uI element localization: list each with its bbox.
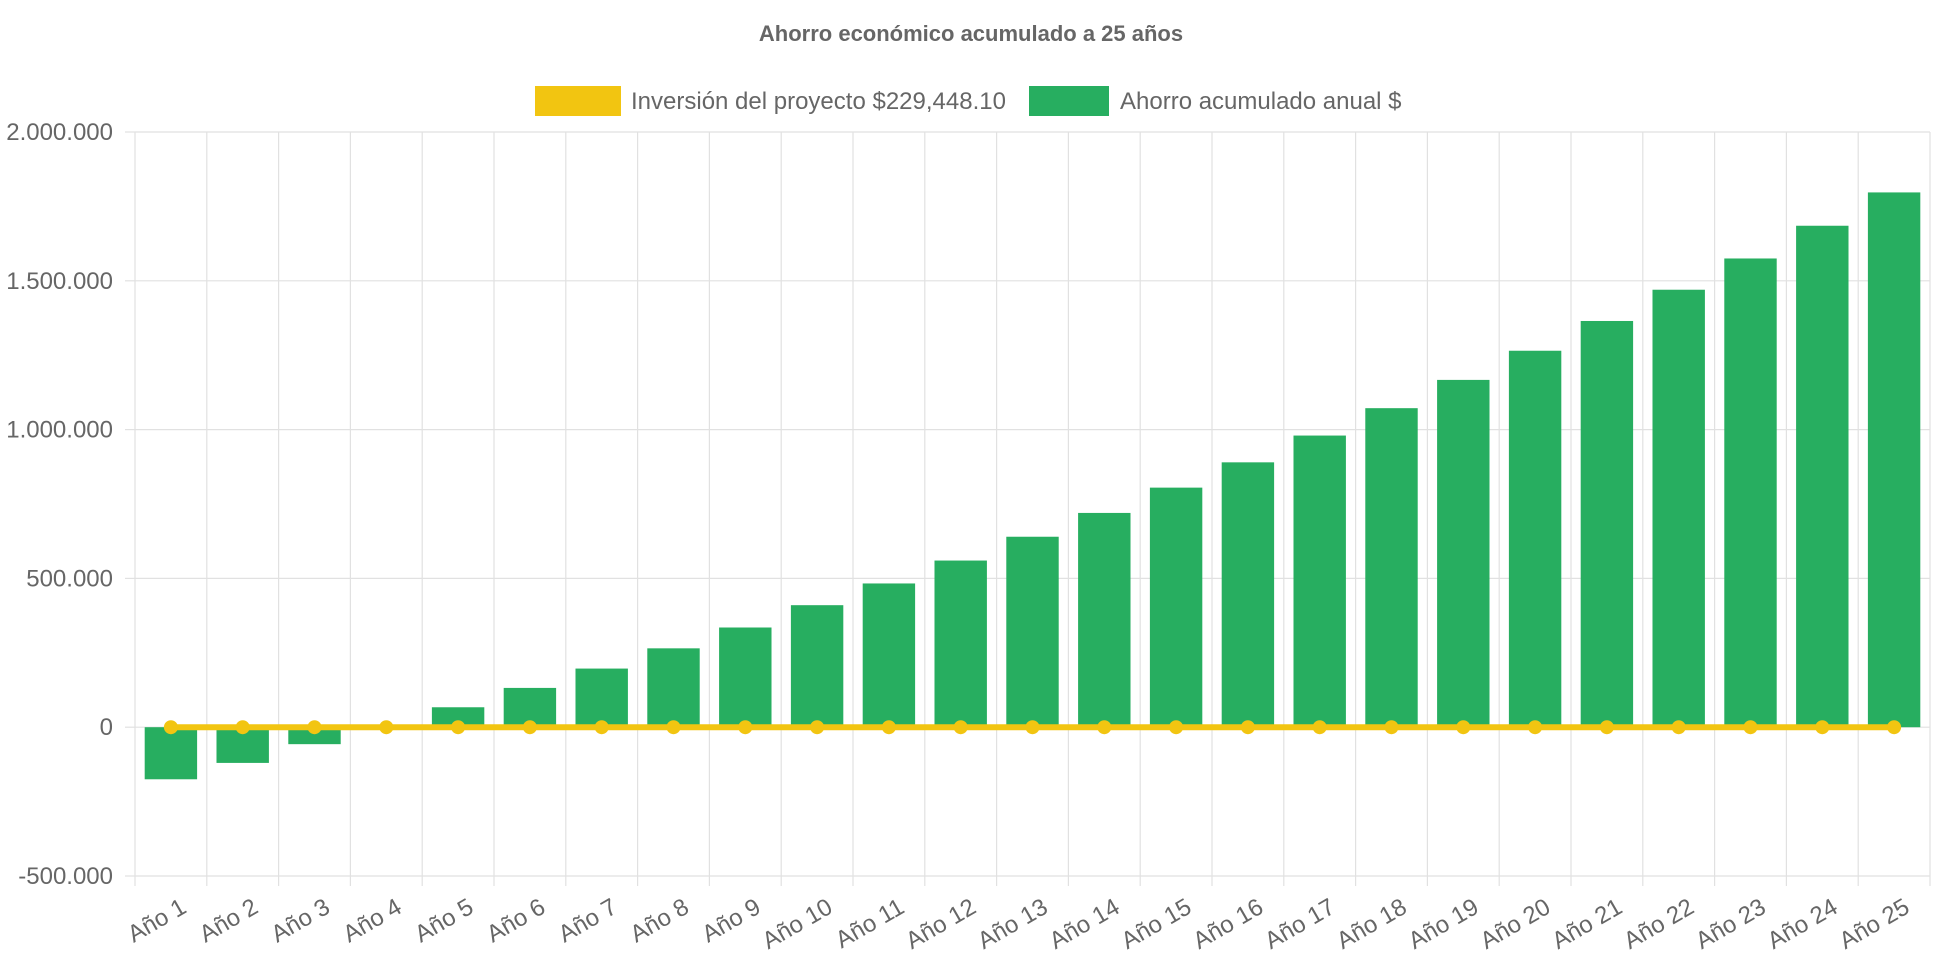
x-tick-label: Año 5 [410, 893, 478, 948]
investment-point [522, 720, 537, 735]
investment-point [307, 720, 322, 735]
x-tick-label: Año 9 [697, 893, 765, 948]
y-tick-label: 0 [100, 714, 113, 741]
x-tick-label: Año 23 [1691, 893, 1770, 954]
bar [1078, 512, 1131, 728]
line-series [163, 720, 1902, 735]
bar-series [144, 192, 1921, 780]
x-tick-label: Año 17 [1260, 893, 1339, 954]
bar [1149, 487, 1203, 728]
investment-point [1025, 720, 1040, 735]
bar [1006, 536, 1059, 728]
investment-point [451, 720, 466, 735]
x-tick-label: Año 18 [1332, 893, 1411, 954]
investment-point [1887, 720, 1902, 735]
bar [934, 560, 987, 728]
x-tick-label: Año 22 [1619, 893, 1698, 954]
investment-point [1312, 720, 1327, 735]
legend-swatch-ahorro[interactable] [1029, 86, 1109, 116]
investment-point [1169, 720, 1184, 735]
investment-point [1671, 720, 1686, 735]
y-tick-label: -500.000 [18, 863, 113, 890]
x-tick-label: Año 2 [195, 893, 263, 948]
x-tick-label: Año 7 [554, 893, 622, 948]
bar [1508, 350, 1562, 728]
bar [1724, 258, 1777, 728]
bar [431, 707, 485, 728]
bar [1580, 320, 1634, 728]
bar [288, 727, 341, 745]
x-tick-label: Año 25 [1835, 893, 1914, 954]
bar [719, 627, 772, 728]
investment-point [738, 720, 753, 735]
investment-point [953, 720, 968, 735]
investment-point [235, 720, 250, 735]
x-tick-label: Año 3 [267, 893, 335, 948]
investment-point [881, 720, 896, 735]
x-tick-label: Año 1 [123, 893, 191, 948]
x-tick-label: Año 21 [1548, 893, 1627, 954]
x-tick-label: Año 16 [1189, 893, 1268, 954]
y-axis-ticks: 2.000.000 1.500.000 1.000.000 500.000 0 -500.… [6, 119, 113, 890]
x-tick-label: Año 20 [1476, 893, 1555, 954]
bar [1293, 435, 1346, 728]
investment-point [1097, 720, 1112, 735]
legend-label-ahorro[interactable]: Ahorro acumulado anual $ [1120, 88, 1402, 115]
y-tick-label: 2.000.000 [6, 119, 113, 146]
chart-title: Ahorro económico acumulado a 25 años [759, 21, 1183, 46]
investment-point [810, 720, 825, 735]
investment-point [163, 720, 178, 735]
gridlines [125, 131, 1931, 886]
x-tick-label: Año 10 [758, 893, 837, 954]
x-tick-label: Año 12 [901, 893, 980, 954]
investment-point [666, 720, 681, 735]
investment-point [594, 720, 609, 735]
x-tick-label: Año 24 [1763, 893, 1842, 954]
bar [1796, 225, 1849, 728]
bar [1365, 408, 1418, 728]
bar [144, 727, 198, 780]
legend-label-inversion[interactable]: Inversión del proyecto $229,448.10 [631, 88, 1006, 115]
y-tick-label: 500.000 [26, 565, 113, 592]
bar [575, 668, 628, 728]
x-tick-label: Año 6 [482, 893, 550, 948]
y-tick-label: 1.000.000 [6, 417, 113, 444]
x-tick-label: Año 4 [338, 893, 406, 948]
investment-point [1456, 720, 1471, 735]
investment-point [1384, 720, 1399, 735]
legend-swatch-inversion[interactable] [535, 86, 621, 116]
investment-point [1815, 720, 1830, 735]
investment-point [1240, 720, 1255, 735]
legend: Inversión del proyecto $229,448.10 Ahorr… [535, 86, 1402, 116]
bar [1221, 462, 1275, 728]
x-tick-label: Año 13 [973, 893, 1052, 954]
x-tick-label: Año 15 [1117, 893, 1196, 954]
investment-point [1743, 720, 1758, 735]
investment-point [1528, 720, 1543, 735]
x-tick-label: Año 14 [1045, 893, 1124, 954]
bar [790, 605, 844, 728]
bar [647, 648, 700, 728]
x-tick-label: Año 8 [626, 893, 694, 948]
bar [1652, 289, 1705, 728]
x-axis-ticks: Año 1 Año 2 Año 3 Año 4 Año 5 Año 6 Año 7 Año 8… [123, 893, 1914, 954]
bar [1867, 192, 1921, 728]
y-tick-label: 1.500.000 [6, 268, 113, 295]
x-tick-label: Año 19 [1404, 893, 1483, 954]
investment-point [379, 720, 394, 735]
bar [1437, 379, 1490, 728]
investment-point [1599, 720, 1614, 735]
x-tick-label: Año 11 [831, 893, 909, 954]
bar [862, 583, 916, 728]
